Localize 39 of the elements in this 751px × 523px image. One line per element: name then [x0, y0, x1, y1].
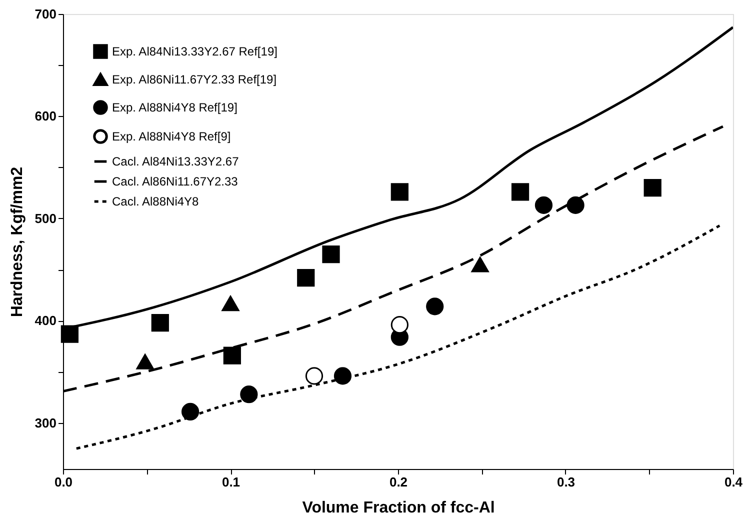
point	[390, 316, 408, 334]
point	[151, 314, 169, 332]
y-tick-label: 600	[34, 108, 56, 124]
x-axis-title: Volume Fraction of fcc-Al	[302, 500, 495, 516]
x-tick-label: 0.0	[54, 474, 73, 490]
point	[136, 354, 154, 370]
point	[390, 183, 408, 201]
point	[644, 179, 662, 197]
point	[223, 346, 241, 364]
point	[534, 196, 553, 214]
x-tick-label: 0.1	[222, 474, 240, 490]
point	[297, 268, 315, 287]
point	[240, 386, 258, 404]
x-tick-label: 0.4	[724, 474, 744, 490]
point	[471, 256, 489, 272]
line-series	[75, 224, 721, 450]
legend-label: Cacl. Al86Ni11.67Y2.33	[112, 174, 238, 188]
point	[222, 296, 240, 312]
x-tick-label: 0.3	[556, 474, 576, 490]
legend-label: Exp. Al84Ni13.33Y2.67 Ref[19]	[112, 44, 278, 58]
point	[60, 325, 79, 343]
y-tick-label: 500	[34, 210, 56, 226]
legend-label: Exp. Al88Ni4Y8 Ref[19]	[112, 100, 238, 114]
point	[181, 402, 200, 421]
legend-label: Cacl. Al88Ni4Y8	[112, 194, 200, 208]
point	[511, 183, 530, 201]
y-tick-label: 400	[34, 313, 56, 328]
y-axis-title: Hardness, Kgf/mm2	[8, 166, 26, 318]
legend-label: Cacl. Al84Ni13.33Y2.67	[112, 154, 240, 168]
point	[322, 245, 340, 264]
point	[305, 367, 324, 385]
point	[426, 298, 444, 316]
y-tick-label: 300	[34, 415, 56, 430]
legend-label: Exp. Al86Ni11.67Y2.33 Ref[19]	[112, 72, 277, 86]
point	[334, 367, 352, 385]
legend-label: Exp. Al88Ni4Y8 Ref[9]	[112, 130, 231, 144]
y-tick-label: 700	[34, 6, 56, 22]
x-tick-label: 0.2	[389, 474, 408, 490]
point	[566, 196, 584, 214]
